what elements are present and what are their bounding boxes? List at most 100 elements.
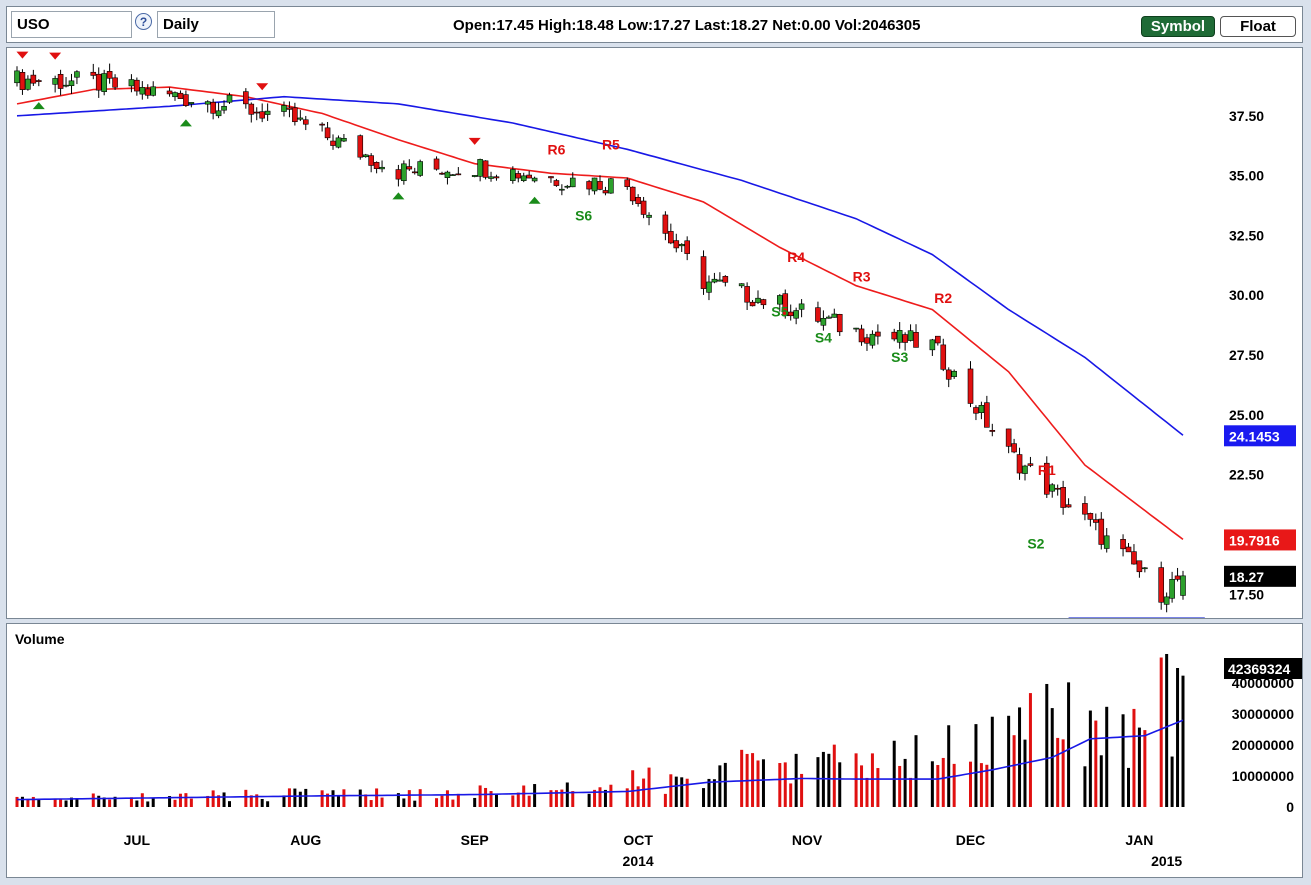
volume-bar [631, 770, 635, 807]
candle-body [738, 283, 745, 287]
support-label: S4 [815, 330, 832, 346]
candle-body [569, 177, 576, 188]
price-tick-label: 25.00 [1229, 407, 1264, 423]
price-panel: 17.5020.0022.5025.0027.5030.0032.5035.00… [6, 47, 1303, 635]
bottom-reversal-marker [392, 192, 405, 200]
candle-body [1131, 551, 1137, 565]
candle-body [1125, 546, 1132, 553]
candle-body [929, 339, 936, 351]
price-tick-label: 27.50 [1229, 347, 1264, 363]
volume-bar [1094, 720, 1098, 807]
candle-body [1087, 513, 1094, 520]
volume-bar [892, 740, 896, 807]
volume-bar [440, 795, 444, 807]
volume-bar [609, 784, 613, 807]
candle-body [1065, 504, 1072, 508]
float-button[interactable]: Float [1220, 16, 1296, 37]
candle-body [951, 370, 957, 377]
year-label: 2014 [623, 853, 654, 869]
candle-body [395, 169, 402, 180]
period-select[interactable]: Daily [157, 11, 275, 38]
candle-body [1103, 535, 1110, 549]
volume-bar [761, 759, 765, 807]
price-badge-label: 18.27 [1229, 569, 1264, 585]
candle-body [90, 71, 97, 76]
candle-body [324, 127, 331, 139]
volume-bar [800, 773, 804, 807]
volume-bar [146, 801, 150, 807]
help-icon[interactable]: ? [135, 13, 152, 30]
candle-body [106, 71, 113, 79]
volume-bar [860, 765, 864, 807]
candle-body [444, 171, 451, 178]
candle-body [35, 80, 42, 82]
quote-readout: Open:17.45 High:18.48 Low:17.27 Last:18.… [453, 17, 921, 34]
candle-body [820, 317, 827, 326]
volume-bar [903, 758, 907, 807]
volume-bar [358, 789, 362, 807]
candle-body [640, 200, 647, 215]
resistance-label: R3 [853, 268, 871, 284]
candle-body [973, 407, 979, 414]
volume-bar [1132, 708, 1136, 807]
support-label: S2 [1027, 535, 1044, 551]
candle-body [717, 279, 723, 282]
volume-bar [816, 757, 820, 807]
price-tick-label: 32.50 [1229, 227, 1264, 243]
candle-body [635, 196, 641, 204]
resistance-label: R6 [547, 142, 565, 158]
volume-bar [941, 757, 945, 807]
volume-bar [1018, 707, 1022, 807]
volume-bar [598, 787, 602, 807]
candle-body [1005, 428, 1012, 447]
volume-bar [396, 793, 400, 807]
candle-body [248, 103, 255, 115]
volume-bar [1007, 715, 1011, 807]
volume-bar [533, 784, 537, 807]
volume-bar [685, 778, 689, 807]
candle-body [673, 240, 680, 249]
volume-bar [571, 791, 575, 807]
volume-bar [593, 789, 597, 807]
volume-bar [1105, 706, 1109, 807]
top-reversal-marker [256, 83, 269, 91]
candle-body [373, 162, 380, 169]
volume-bar [974, 724, 978, 807]
slow-moving-average-line [16, 95, 1184, 436]
candle-body [836, 313, 843, 333]
candle-body [782, 293, 789, 317]
candle-body [662, 214, 669, 234]
candle-body [177, 92, 184, 99]
candle-body [815, 307, 821, 322]
candle-body [744, 286, 750, 303]
volume-bar [674, 776, 678, 807]
volume-bar [1012, 735, 1016, 807]
volume-bar [1067, 682, 1071, 807]
volume-bar [298, 791, 302, 807]
volume-bar [364, 794, 368, 807]
volume-bar [151, 797, 155, 807]
volume-bar [369, 800, 373, 807]
candle-body [215, 110, 222, 117]
symbol-input[interactable]: USO [11, 11, 132, 38]
volume-bar [783, 762, 787, 807]
volume-bar [26, 799, 30, 807]
volume-bar [663, 793, 667, 807]
symbol-button[interactable]: Symbol [1141, 16, 1215, 37]
support-label: S5 [771, 303, 788, 319]
candle-body [188, 102, 195, 105]
volume-bar [832, 744, 836, 807]
top-reversal-marker [468, 137, 481, 145]
candle-body [520, 175, 527, 181]
candle-body [30, 74, 37, 84]
candle-body [564, 185, 571, 188]
candle-body [864, 337, 870, 344]
volume-bar [206, 795, 210, 807]
volume-bar [985, 764, 989, 807]
candle-body [226, 94, 233, 103]
volume-tick-label: 20000000 [1232, 737, 1295, 753]
volume-bar [707, 778, 711, 807]
volume-bar [1137, 727, 1141, 807]
volume-bar [838, 762, 842, 807]
candle-body [379, 166, 385, 170]
